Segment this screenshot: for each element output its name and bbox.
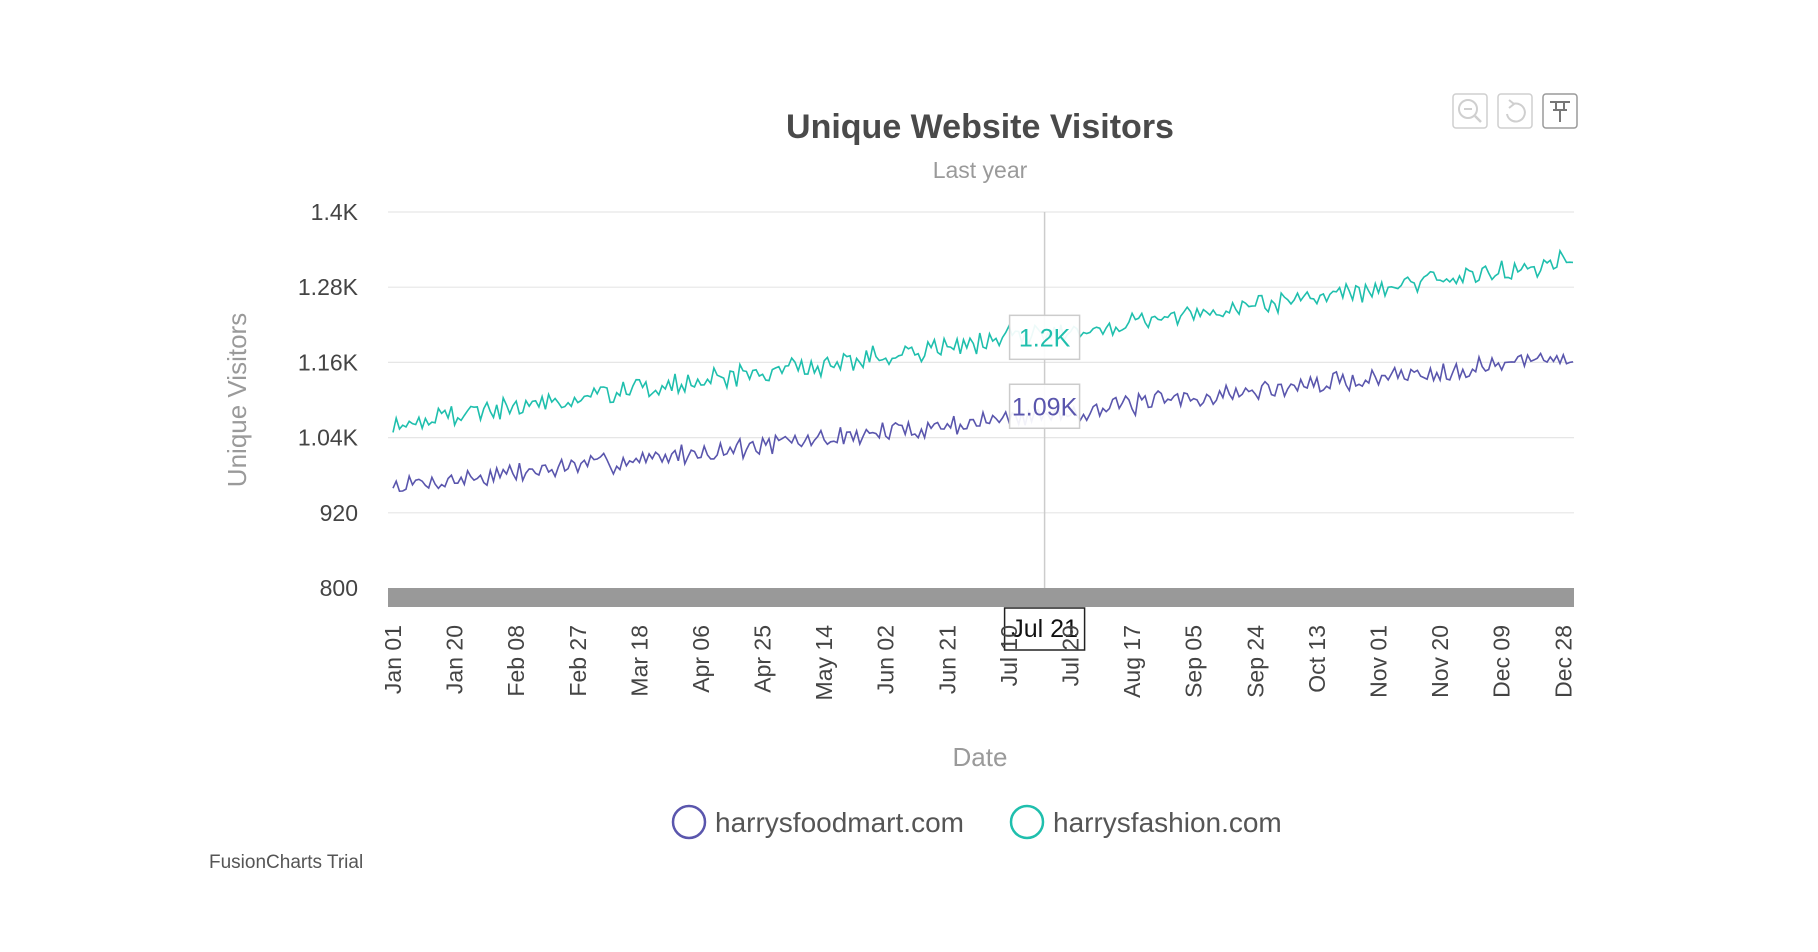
y-tick-label: 1.16K <box>298 349 359 375</box>
y-tick-label: 1.04K <box>298 425 359 451</box>
series-line-harrysfashion.com[interactable] <box>392 248 1574 433</box>
y-axis-ticks: 800 920 1.04K 1.16K 1.28K 1.4K <box>298 199 359 601</box>
legend: harrysfoodmart.com harrysfashion.com <box>671 804 1282 840</box>
y-tick-label: 920 <box>320 500 358 526</box>
crosshair-value-label: 1.09K <box>1012 393 1078 421</box>
crosshair-value-label: 1.2K <box>1019 324 1071 352</box>
x-tick-label: Jun 21 <box>934 625 960 694</box>
crosshair-value-box <box>1008 383 1081 430</box>
y-tick-label: 800 <box>320 575 358 601</box>
legend-item-harrysfoodmart.com[interactable]: harrysfoodmart.com <box>671 804 964 840</box>
x-tick-label: Sep 05 <box>1181 625 1207 698</box>
crosshair: 1.09K 1.2K Jul 21 <box>1003 212 1086 651</box>
legend-label: harrysfoodmart.com <box>715 807 964 838</box>
x-tick-label: Apr 06 <box>688 625 714 693</box>
x-tick-label: Jan 01 <box>380 625 406 694</box>
x-tick-label: Feb 08 <box>503 625 529 697</box>
chart-subtitle: Last year <box>933 157 1028 183</box>
pin-icon <box>1550 101 1570 122</box>
x-tick-label: Dec 09 <box>1489 625 1515 698</box>
legend-label: harrysfashion.com <box>1053 807 1282 838</box>
x-tick-label: Jan 20 <box>442 625 468 694</box>
legend-marker-icon <box>1009 804 1045 840</box>
x-tick-label: Apr 25 <box>750 625 776 693</box>
series-line-harrysfoodmart.com[interactable] <box>392 351 1574 493</box>
x-tick-label: Dec 28 <box>1550 625 1576 698</box>
reset-icon <box>1506 99 1526 123</box>
scrollbar[interactable] <box>388 588 1574 607</box>
crosshair-date-box <box>1003 607 1086 651</box>
x-tick-label: Feb 27 <box>565 625 591 697</box>
legend-item-harrysfashion.com[interactable]: harrysfashion.com <box>1009 804 1282 840</box>
crosshair-date-label: Jul 21 <box>1011 615 1078 643</box>
x-tick-label: May 14 <box>811 625 837 701</box>
y-axis-title: Unique Visitors <box>222 313 252 487</box>
chart-title: Unique Website Visitors <box>786 108 1174 146</box>
y-tick-label: 1.4K <box>311 199 359 225</box>
x-tick-label: Nov 01 <box>1365 625 1391 698</box>
x-tick-label: Aug 17 <box>1119 625 1145 698</box>
x-tick-label: Jun 02 <box>873 625 899 694</box>
x-tick-label: Mar 18 <box>626 625 652 697</box>
x-axis-ticks: Jan 01 Jan 20 Feb 08 Feb 27 Mar 18 Apr 06 Apr … <box>380 625 1576 701</box>
x-tick-label: Jul 10 <box>996 625 1022 686</box>
crosshair-value-box <box>1008 314 1081 361</box>
series-layer <box>392 248 1574 493</box>
x-tick-label: Oct 13 <box>1304 625 1330 693</box>
x-tick-label: Nov 20 <box>1427 625 1453 698</box>
zoom-out-icon <box>1458 99 1482 123</box>
zoom-out-button[interactable] <box>1452 93 1488 129</box>
x-tick-label: Jul 29 <box>1058 625 1084 686</box>
x-axis-title: Date <box>953 742 1008 772</box>
pin-button[interactable] <box>1542 93 1578 129</box>
chart-toolbar <box>1452 93 1578 129</box>
reset-zoom-button[interactable] <box>1497 93 1533 129</box>
legend-marker-icon <box>671 804 707 840</box>
credit-label: FusionCharts Trial <box>209 852 363 873</box>
x-tick-label: Sep 24 <box>1242 625 1268 698</box>
grid-lines <box>388 211 1574 514</box>
y-tick-label: 1.28K <box>298 274 359 300</box>
